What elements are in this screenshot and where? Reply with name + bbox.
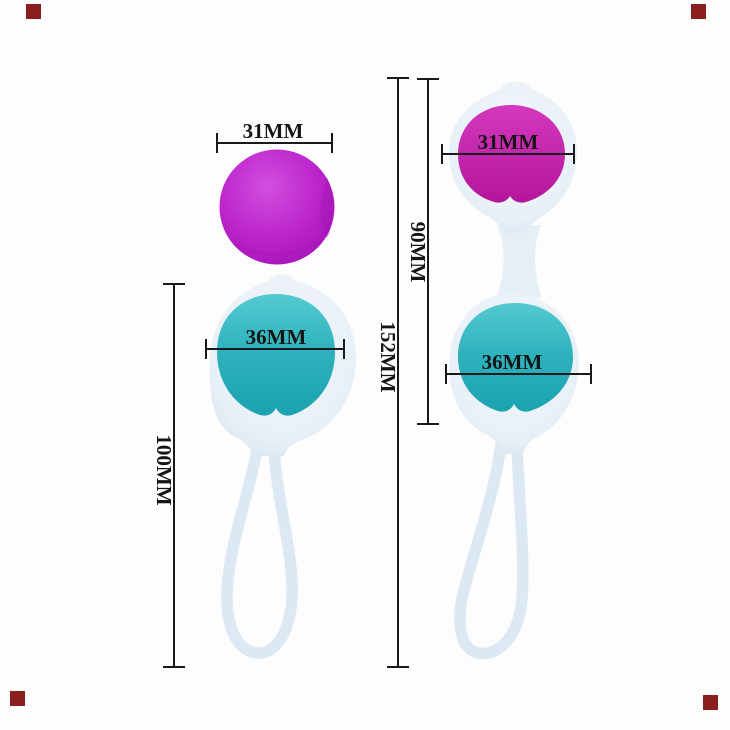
left-loop-tail: [221, 444, 298, 659]
left-top-diameter-dimension: 31MM: [216, 119, 333, 153]
right-36mm-label: 36MM: [482, 350, 543, 374]
product-left: [209, 149, 357, 659]
right-top-diameter-dimension: 31MM: [441, 130, 575, 164]
left-purple-ball-crease: [320, 178, 334, 238]
right-90mm-label: 90MM: [406, 222, 430, 283]
corner-marker-top-left: [26, 4, 41, 19]
corner-marker-bottom-right: [703, 695, 718, 710]
left-main-diameter-dimension: 36MM: [205, 325, 345, 359]
right-total-length-dimension: 152MM: [376, 77, 409, 668]
right-upper-length-dimension: 90MM: [406, 78, 439, 425]
left-teal-heart-ball: [217, 294, 335, 416]
corner-marker-top-right: [691, 4, 706, 19]
left-purple-ball: [219, 149, 335, 265]
right-152mm-label: 152MM: [376, 321, 400, 392]
left-total-length-dimension: 100MM: [152, 283, 185, 668]
left-36mm-label: 36MM: [246, 325, 307, 349]
right-loop-tail: [454, 439, 529, 660]
right-31mm-label: 31MM: [478, 130, 539, 154]
right-main-diameter-dimension: 36MM: [445, 350, 592, 384]
left-purple-ball-seam: [233, 240, 319, 256]
corner-marker-bottom-left: [10, 691, 25, 706]
right-connector-stem: [496, 225, 542, 298]
right-teal-heart-ball: [458, 303, 573, 412]
left-31mm-label: 31MM: [243, 119, 304, 143]
left-100mm-label: 100MM: [152, 434, 176, 505]
